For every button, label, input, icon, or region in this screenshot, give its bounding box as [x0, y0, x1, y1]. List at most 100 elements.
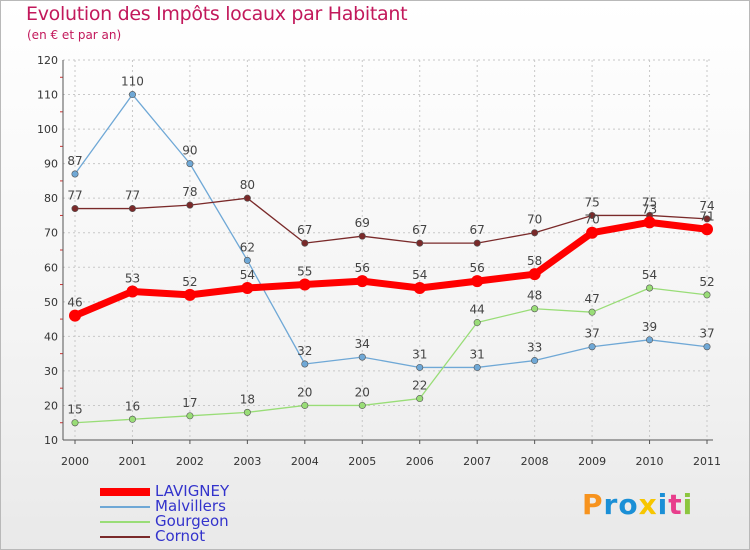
data-point-gourgeon	[473, 319, 481, 327]
data-label-lavigney: 70	[584, 213, 599, 227]
data-label-malvillers: 37	[699, 327, 714, 341]
data-label-cornot: 67	[297, 223, 312, 237]
data-point-gourgeon	[186, 412, 194, 420]
data-point-lavigney	[126, 285, 139, 298]
data-point-gourgeon	[703, 291, 711, 299]
x-tick-label: 2002	[176, 455, 204, 468]
data-label-lavigney: 56	[355, 261, 370, 275]
data-label-lavigney: 52	[182, 275, 197, 289]
data-label-gourgeon: 16	[125, 399, 140, 413]
series-line-gourgeon	[74, 287, 708, 424]
data-point-gourgeon	[531, 305, 539, 313]
legend-swatch	[100, 535, 150, 538]
data-point-malvillers	[186, 160, 194, 168]
chart-title: Evolution des Impôts locaux par Habitant	[26, 3, 408, 25]
data-point-cornot	[301, 239, 309, 247]
x-tick-label: 2011	[693, 455, 721, 468]
data-label-cornot: 77	[125, 189, 140, 203]
data-label-gourgeon: 48	[527, 289, 542, 303]
data-point-lavigney	[701, 223, 713, 236]
x-tick-label: 2008	[521, 455, 549, 468]
data-point-malvillers	[588, 343, 596, 351]
data-point-malvillers	[358, 353, 366, 361]
plot-area	[63, 60, 713, 440]
data-point-malvillers	[416, 363, 424, 371]
data-label-gourgeon: 15	[67, 403, 82, 417]
data-label-malvillers: 37	[584, 327, 599, 341]
y-tick-label: 30	[44, 365, 58, 378]
data-label-malvillers: 31	[412, 347, 427, 361]
data-point-lavigney	[241, 282, 254, 294]
data-point-lavigney	[69, 309, 81, 322]
data-label-lavigney: 46	[67, 296, 82, 310]
data-point-gourgeon	[71, 419, 79, 427]
data-point-lavigney	[471, 275, 484, 288]
y-tick-label: 60	[44, 261, 58, 274]
data-point-lavigney	[586, 226, 599, 239]
chart-subtitle: (en € et par an)	[27, 28, 122, 42]
data-point-cornot	[128, 205, 136, 213]
data-label-gourgeon: 17	[182, 396, 197, 410]
data-label-lavigney: 54	[412, 268, 427, 282]
x-tick-label: 2009	[578, 455, 606, 468]
data-point-lavigney	[356, 275, 369, 288]
data-label-gourgeon: 54	[642, 268, 657, 282]
data-label-malvillers: 87	[67, 154, 82, 168]
legend-label: Gourgeon	[155, 512, 229, 530]
data-point-lavigney	[413, 282, 426, 294]
data-label-cornot: 74	[699, 199, 714, 213]
data-point-cornot	[243, 194, 251, 202]
data-point-gourgeon	[646, 284, 654, 292]
data-point-gourgeon	[301, 401, 309, 409]
legend-label: LAVIGNEY	[155, 482, 230, 500]
data-label-malvillers: 33	[527, 341, 542, 355]
x-tick-label: 2006	[406, 455, 434, 468]
data-label-cornot: 77	[67, 189, 82, 203]
data-label-lavigney: 53	[125, 271, 140, 285]
data-point-malvillers	[531, 357, 539, 365]
data-point-malvillers	[243, 256, 251, 264]
data-label-malvillers: 62	[240, 240, 255, 254]
y-tick-label: 80	[44, 192, 58, 205]
data-label-gourgeon: 47	[584, 292, 599, 306]
data-label-lavigney: 73	[642, 202, 657, 216]
y-tick-label: 90	[44, 158, 58, 171]
data-label-lavigney: 55	[297, 265, 312, 279]
data-label-cornot: 69	[355, 216, 370, 230]
data-label-lavigney: 58	[527, 254, 542, 268]
data-point-lavigney	[643, 216, 656, 229]
data-point-malvillers	[71, 170, 79, 178]
legend-swatch	[100, 505, 150, 508]
proxiti-logo: Proxiti	[582, 488, 694, 521]
x-tick-label: 2000	[61, 455, 89, 468]
data-point-cornot	[358, 232, 366, 240]
y-tick-label: 70	[44, 227, 58, 240]
data-point-gourgeon	[128, 415, 136, 423]
data-label-cornot: 80	[240, 178, 255, 192]
x-tick-label: 2005	[348, 455, 376, 468]
data-label-gourgeon: 18	[240, 392, 255, 406]
data-label-cornot: 70	[527, 213, 542, 227]
data-point-cornot	[71, 205, 79, 213]
x-tick-label: 2004	[291, 455, 319, 468]
data-label-malvillers: 110	[121, 75, 144, 89]
data-point-cornot	[588, 211, 596, 219]
y-tick-label: 50	[44, 296, 58, 309]
data-point-cornot	[531, 229, 539, 237]
y-tick-label: 10	[44, 434, 58, 447]
legend-label: Cornot	[155, 527, 206, 545]
y-tick-label: 120	[37, 54, 58, 67]
data-label-cornot: 67	[412, 223, 427, 237]
data-label-gourgeon: 20	[297, 385, 312, 399]
data-point-cornot	[416, 239, 424, 247]
data-point-gourgeon	[243, 408, 251, 416]
data-point-cornot	[473, 239, 481, 247]
data-label-gourgeon: 20	[355, 385, 370, 399]
data-point-malvillers	[128, 91, 136, 99]
data-label-cornot: 75	[584, 195, 599, 209]
data-label-cornot: 75	[642, 195, 657, 209]
data-point-gourgeon	[416, 395, 424, 403]
data-label-malvillers: 32	[297, 344, 312, 358]
data-label-gourgeon: 44	[470, 303, 485, 317]
